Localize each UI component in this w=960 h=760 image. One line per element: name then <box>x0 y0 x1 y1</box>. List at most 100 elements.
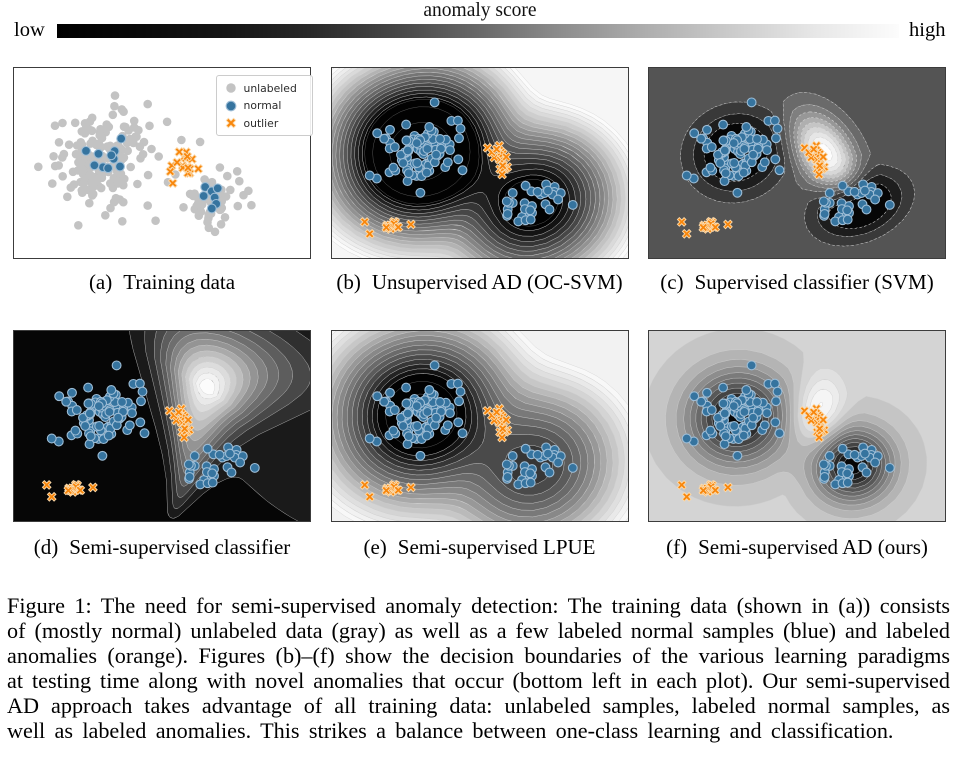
point <box>103 430 114 441</box>
point <box>824 187 835 198</box>
point <box>207 468 218 479</box>
point <box>85 431 96 442</box>
point <box>706 405 717 415</box>
point <box>771 132 781 143</box>
figure-caption-line: anomalies (orange). Figures (b)–(f) show… <box>7 643 950 668</box>
point <box>101 210 110 220</box>
point <box>58 118 67 127</box>
point <box>525 214 536 225</box>
scatter-outlier-points <box>164 403 195 443</box>
panel-b-caption-label: Unsupervised AD (OC-SVM) <box>371 269 623 294</box>
point <box>423 121 434 132</box>
point <box>104 406 115 417</box>
point <box>58 171 67 181</box>
panel-b: (b) Unsupervised AD (OC-SVM) <box>330 66 629 293</box>
scatter-normal-points <box>81 133 223 213</box>
point <box>244 186 253 195</box>
point <box>71 405 82 415</box>
point <box>818 459 829 470</box>
point <box>93 401 104 412</box>
point <box>434 133 445 144</box>
point <box>421 143 432 154</box>
point <box>722 218 733 229</box>
panel-frame <box>330 330 629 522</box>
panel-b-caption: (b) Unsupervised AD (OC-SVM) <box>291 269 669 294</box>
point <box>93 148 104 159</box>
scatter-outlier-points <box>359 216 416 239</box>
point <box>497 423 508 434</box>
point <box>371 391 382 402</box>
point <box>129 116 139 125</box>
point <box>359 216 370 227</box>
point <box>818 195 829 206</box>
legend-item-label: unlabeled <box>243 81 297 95</box>
colorbar-title: anomaly score <box>423 0 537 21</box>
point <box>806 415 817 426</box>
legend-unlabeled-marker-icon <box>225 83 236 93</box>
panel-frame <box>13 330 311 522</box>
point <box>762 144 772 155</box>
point <box>135 141 145 151</box>
point <box>63 485 74 496</box>
point <box>676 216 687 227</box>
point <box>46 433 57 444</box>
point <box>392 221 403 232</box>
point <box>54 160 63 170</box>
point <box>818 414 829 425</box>
panel-c-caption: (c) Supervised classifier (SVM) <box>608 270 960 294</box>
point <box>64 139 74 149</box>
point <box>870 194 881 204</box>
point <box>705 425 716 436</box>
point <box>453 396 464 407</box>
point <box>106 149 117 160</box>
point <box>502 208 513 219</box>
panel-f-plot <box>648 330 946 522</box>
point <box>452 417 463 428</box>
point <box>119 106 128 116</box>
point <box>83 398 94 409</box>
panel-e-plot <box>330 330 629 522</box>
scatter-outlier-points <box>41 479 98 502</box>
colorbar-gradient <box>57 23 899 38</box>
point <box>73 165 83 175</box>
point <box>442 156 453 167</box>
legend-item-unlabeled: unlabeled <box>223 80 312 98</box>
point <box>715 157 726 168</box>
point <box>139 428 150 439</box>
point <box>457 164 467 175</box>
point <box>719 175 730 186</box>
point <box>179 432 190 443</box>
point <box>59 149 69 158</box>
point <box>748 149 759 160</box>
point <box>131 131 140 141</box>
point <box>411 137 422 148</box>
point <box>739 143 750 154</box>
point <box>423 385 434 395</box>
legend-outlier-marker-icon <box>225 117 236 129</box>
point <box>389 141 400 152</box>
point <box>108 110 118 119</box>
panel-a-caption: (a) Training data <box>0 270 351 294</box>
scatter-normal-points <box>681 360 895 490</box>
point <box>172 156 183 167</box>
point <box>104 122 114 131</box>
point <box>681 170 692 180</box>
panel-frame <box>330 66 629 259</box>
contour-band <box>793 111 857 185</box>
legend-item-label: normal <box>243 99 282 113</box>
point <box>552 457 563 468</box>
point <box>233 201 243 210</box>
point <box>837 443 848 454</box>
point <box>759 156 770 167</box>
point <box>162 117 172 126</box>
point <box>384 387 395 398</box>
point <box>167 177 178 188</box>
point <box>500 414 511 425</box>
point <box>110 101 119 110</box>
point <box>849 449 860 460</box>
point <box>48 178 57 188</box>
point <box>429 360 440 371</box>
point <box>216 219 226 229</box>
scatter-outlier-points <box>676 479 733 502</box>
